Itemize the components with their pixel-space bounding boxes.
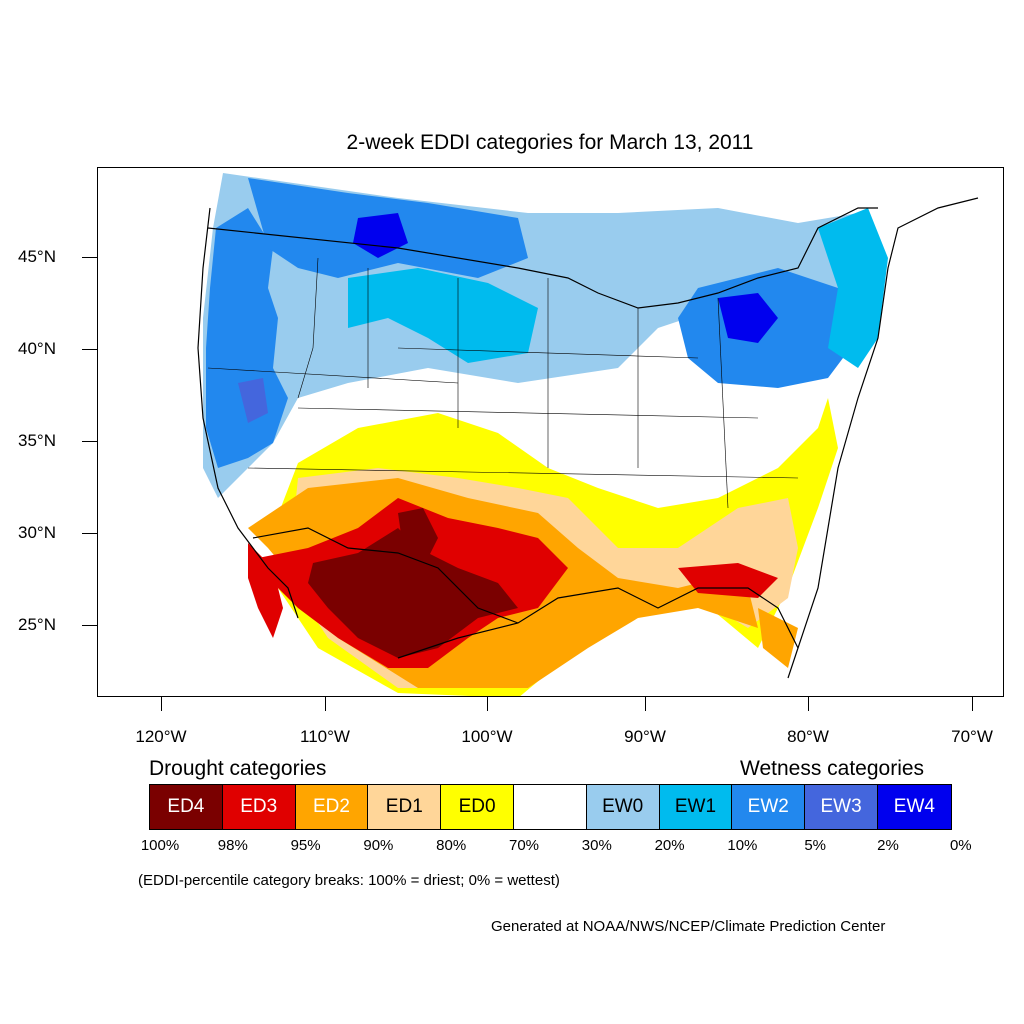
- legend-cell-ew0: EW0: [586, 785, 660, 829]
- legend-cell-ed3: ED3: [222, 785, 296, 829]
- drought-region-ed4: [308, 528, 518, 658]
- lon-label-80: 80°W: [787, 727, 829, 746]
- mexico-border: [252, 527, 519, 624]
- legend-cell-ew4: EW4: [877, 785, 951, 829]
- wetness-categories-title: Wetness categories: [740, 757, 925, 780]
- percentile-label: 80%: [436, 837, 467, 854]
- lat-tick: [82, 257, 97, 258]
- lon-label-110: 110°W: [300, 727, 350, 746]
- west-coastline: [197, 207, 299, 619]
- lat-tick: [82, 533, 97, 534]
- lon-tick: [645, 697, 646, 711]
- map-title: 2-week EDDI categories for March 13, 201…: [346, 131, 754, 154]
- percentile-label: 95%: [290, 837, 321, 854]
- lon-tick: [808, 697, 809, 711]
- lat-tick: [82, 625, 97, 626]
- lon-tick: [487, 697, 488, 711]
- drought-region-ed3-south: [678, 563, 778, 598]
- legend-cell-ew3: EW3: [805, 785, 878, 829]
- lon-label-120: 120°W: [135, 727, 187, 746]
- drought-region-ed2-florida: [758, 608, 798, 668]
- lat-tick: [82, 349, 97, 350]
- map-canvas: [197, 173, 979, 696]
- percentile-label: 5%: [804, 837, 827, 854]
- lon-label-90: 90°W: [624, 727, 666, 746]
- us-canada-border: [207, 207, 878, 309]
- percentile-label: 90%: [363, 837, 394, 854]
- percentile-label: 0%: [949, 837, 972, 854]
- eddi-map: [97, 167, 1004, 697]
- east-coastline: [797, 197, 979, 649]
- percentile-label: 98%: [217, 837, 248, 854]
- wet-region-great-lakes-core: [718, 293, 778, 343]
- wet-region-northern-plains: [348, 268, 538, 363]
- lat-label-40: 40°N: [18, 339, 56, 358]
- drought-regions: [248, 398, 838, 696]
- legend-cell-ed0: ED0: [441, 785, 514, 829]
- percentile-label: 70%: [508, 837, 540, 854]
- lon-label-70: 70°W: [951, 727, 993, 746]
- wetness-regions: [203, 173, 888, 498]
- legend-cell-ed1: ED1: [368, 785, 442, 829]
- percentile-label: 100%: [140, 837, 180, 854]
- wet-region-nevada-core: [238, 378, 268, 423]
- lon-tick: [972, 697, 973, 711]
- lon-tick: [161, 697, 162, 711]
- percentile-label: 2%: [877, 837, 899, 854]
- boundaries: [197, 197, 979, 679]
- legend-cell-ew1: EW1: [659, 785, 733, 829]
- gulf-coastline: [397, 587, 799, 679]
- lat-label-30: 30°N: [18, 523, 56, 542]
- legend-cell-neutral: [513, 785, 587, 829]
- wet-region-northeast: [818, 208, 888, 368]
- lat-label-45: 45°N: [18, 247, 56, 266]
- category-note: (EDDI-percentile category breaks: 100% =…: [138, 872, 560, 889]
- legend-cell-ed2: ED2: [295, 785, 369, 829]
- wet-region-pacific: [206, 208, 288, 468]
- drought-categories-title: Drought categories: [149, 757, 327, 780]
- lat-tick: [82, 441, 97, 442]
- lat-label-25: 25°N: [18, 615, 56, 634]
- drought-region-ed3-baja: [248, 543, 283, 638]
- lon-label-100: 100°W: [461, 727, 513, 746]
- legend-cell-ed4: ED4: [150, 785, 223, 829]
- percentile-label: 10%: [727, 837, 758, 854]
- legend-cell-ew2: EW2: [732, 785, 806, 829]
- credit-line: Generated at NOAA/NWS/NCEP/Climate Predi…: [491, 918, 886, 935]
- percentile-label: 20%: [654, 837, 685, 854]
- percentile-label: 30%: [581, 837, 612, 854]
- drought-region-ed4-new-mexico: [398, 508, 438, 558]
- wet-region-idaho-core: [353, 213, 408, 258]
- state-lines: [207, 257, 799, 509]
- lat-label-35: 35°N: [18, 431, 56, 450]
- lon-tick: [325, 697, 326, 711]
- category-legend: ED4 ED3 ED2 ED1 ED0 EW0 EW1 EW2 EW3 EW4: [149, 784, 952, 830]
